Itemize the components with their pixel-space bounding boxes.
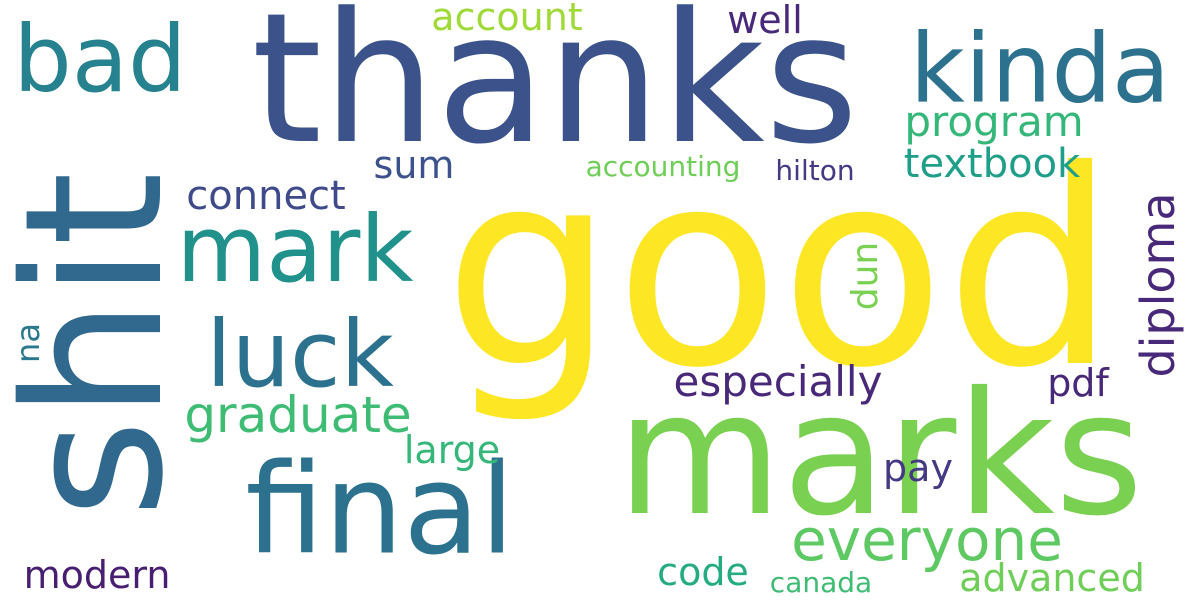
word-accounting: accounting	[585, 150, 741, 183]
word-code: code	[657, 550, 749, 594]
word-advanced: advanced	[959, 556, 1145, 600]
word-everyone: everyone	[791, 506, 1063, 574]
word-luck: luck	[206, 301, 394, 408]
word-pay: pay	[883, 446, 953, 490]
word-bad: bad	[13, 6, 187, 113]
word-account: account	[431, 0, 583, 39]
word-sum: sum	[373, 143, 455, 187]
word-na: na	[9, 323, 47, 363]
word-dun: dun	[845, 241, 886, 311]
word-large: large	[403, 428, 501, 472]
word-especially: especially	[673, 357, 883, 406]
word-textbook: textbook	[903, 141, 1081, 187]
word-pdf: pdf	[1047, 361, 1109, 405]
word-graduate: graduate	[184, 386, 412, 444]
word-program: program	[904, 97, 1084, 146]
word-thanks: thanks	[251, 0, 859, 184]
word-well: well	[727, 0, 803, 42]
word-hilton: hilton	[775, 154, 855, 187]
word-connect: connect	[186, 173, 346, 219]
word-final: final	[245, 437, 515, 583]
word-modern: modern	[23, 553, 171, 597]
word-diploma: diploma	[1131, 192, 1185, 378]
word-canada: canada	[769, 566, 873, 599]
word-mark: mark	[176, 196, 414, 303]
word-marks: marks	[616, 356, 1144, 554]
word-good: good	[443, 112, 1117, 427]
word-kinda: kinda	[909, 14, 1171, 125]
